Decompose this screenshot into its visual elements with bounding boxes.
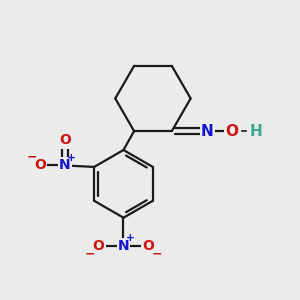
Text: −: − [26, 151, 37, 164]
Text: N: N [59, 158, 70, 172]
Text: O: O [226, 124, 239, 139]
Text: N: N [201, 124, 214, 139]
Text: O: O [142, 239, 154, 253]
Text: O: O [34, 158, 46, 172]
Text: +: + [126, 233, 134, 243]
Text: −: − [85, 248, 95, 260]
Text: −: − [152, 248, 162, 260]
Text: H: H [250, 124, 263, 139]
Text: N: N [118, 239, 129, 253]
Text: O: O [59, 134, 71, 147]
Text: O: O [92, 239, 104, 253]
Text: +: + [67, 153, 76, 163]
